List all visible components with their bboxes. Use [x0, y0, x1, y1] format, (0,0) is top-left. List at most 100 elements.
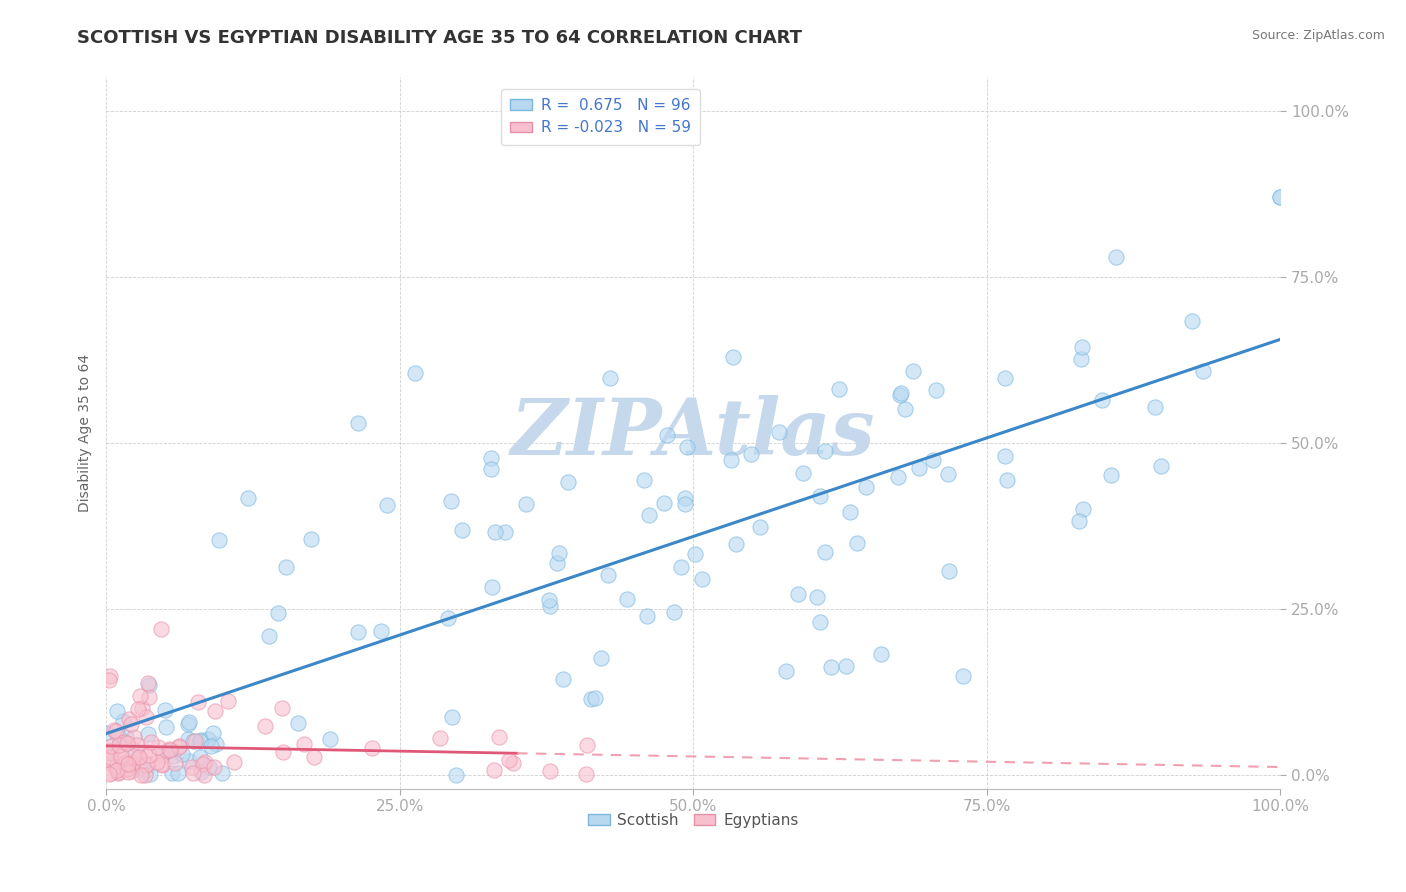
Point [479, 450, 502, 465]
Point [370, 624, 392, 638]
Point [115, 736, 138, 750]
Point [302, 749, 325, 764]
Point [136, 675, 159, 690]
Point [138, 690, 160, 705]
Point [1144, 401, 1167, 415]
Point [110, 748, 132, 763]
Point [167, 739, 190, 753]
Point [557, 475, 579, 490]
Point [153, 703, 176, 717]
Point [202, 760, 225, 774]
Point [375, 498, 398, 512]
Point [361, 740, 384, 755]
Point [451, 524, 474, 538]
Point [683, 547, 706, 561]
Point [121, 757, 143, 772]
Point [127, 751, 149, 765]
Point [835, 658, 858, 673]
Point [236, 491, 259, 505]
Point [1270, 190, 1292, 204]
Point [1270, 190, 1292, 204]
Point [576, 738, 599, 752]
Point [190, 764, 212, 779]
Point [105, 723, 128, 738]
Point [131, 701, 153, 715]
Point [146, 756, 169, 770]
Point [115, 730, 138, 744]
Point [118, 712, 141, 726]
Point [787, 587, 810, 601]
Point [107, 729, 129, 743]
Point [177, 732, 200, 747]
Point [901, 363, 924, 377]
Point [167, 766, 190, 780]
Point [138, 727, 160, 741]
Point [135, 710, 157, 724]
Point [952, 668, 974, 682]
Point [616, 591, 638, 606]
Point [172, 747, 194, 761]
Point [494, 524, 516, 539]
Point [938, 564, 960, 578]
Point [163, 756, 186, 771]
Point [138, 748, 160, 763]
Point [673, 497, 696, 511]
Point [276, 559, 298, 574]
Point [890, 386, 912, 401]
Y-axis label: Disability Age 35 to 64: Disability Age 35 to 64 [79, 354, 93, 512]
Point [100, 739, 122, 753]
Point [720, 453, 742, 467]
Point [548, 546, 571, 560]
Point [135, 758, 157, 772]
Point [117, 756, 139, 771]
Point [655, 427, 678, 442]
Point [191, 757, 214, 772]
Point [188, 750, 211, 764]
Point [748, 519, 770, 533]
Point [150, 757, 173, 772]
Point [591, 650, 613, 665]
Point [257, 628, 280, 642]
Point [810, 489, 832, 503]
Point [669, 560, 692, 574]
Point [267, 607, 290, 621]
Point [187, 695, 209, 709]
Point [894, 401, 917, 416]
Point [105, 764, 128, 778]
Point [633, 473, 655, 487]
Legend: Scottish, Egyptians: Scottish, Egyptians [582, 807, 804, 834]
Point [538, 599, 561, 614]
Point [197, 732, 219, 747]
Point [768, 425, 790, 440]
Point [100, 747, 122, 761]
Point [1071, 501, 1094, 516]
Point [98, 750, 121, 764]
Point [135, 763, 157, 777]
Point [202, 726, 225, 740]
Point [167, 739, 190, 754]
Point [150, 758, 173, 772]
Point [664, 605, 686, 619]
Point [121, 749, 143, 764]
Point [936, 467, 959, 481]
Point [429, 731, 451, 745]
Point [1070, 351, 1092, 366]
Point [125, 738, 148, 752]
Point [993, 449, 1015, 463]
Point [177, 717, 200, 731]
Point [740, 447, 762, 461]
Point [599, 371, 621, 385]
Point [155, 720, 177, 734]
Point [98, 669, 121, 683]
Point [537, 593, 560, 607]
Point [827, 382, 849, 396]
Point [159, 743, 181, 757]
Point [1150, 458, 1173, 473]
Point [190, 733, 212, 747]
Point [150, 748, 173, 763]
Point [838, 505, 860, 519]
Point [136, 757, 159, 772]
Point [1105, 250, 1128, 264]
Point [806, 591, 828, 605]
Point [1181, 314, 1204, 328]
